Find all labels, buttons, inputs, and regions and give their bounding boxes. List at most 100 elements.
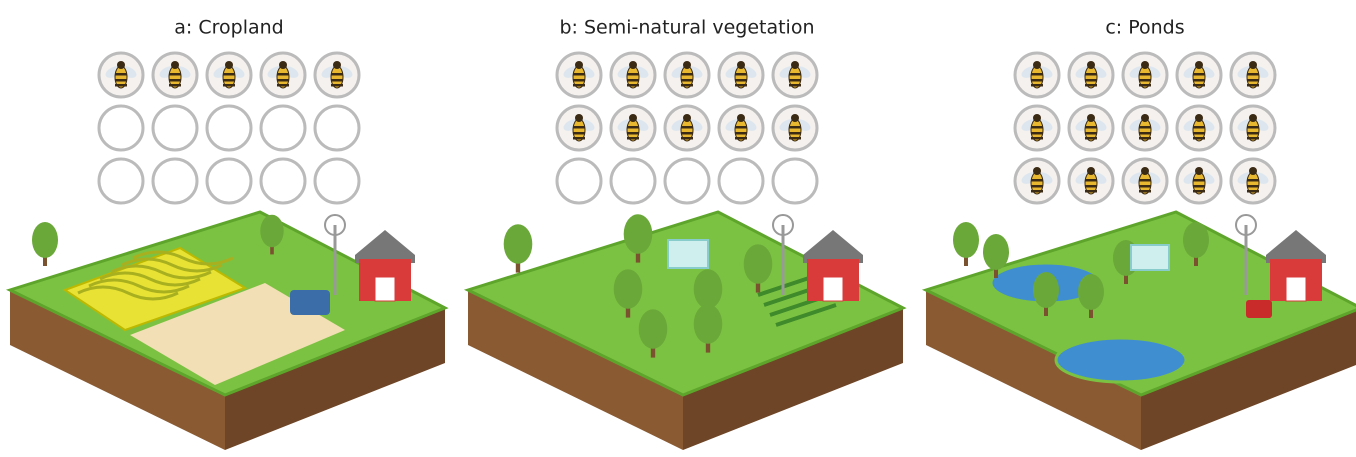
bee-stripe: [1085, 185, 1097, 188]
bee-stripe: [1193, 73, 1205, 76]
bee-stripe: [169, 73, 181, 76]
bee-stripe: [1031, 137, 1043, 140]
ground-side-right: [225, 308, 445, 450]
bee-stripe: [331, 84, 343, 87]
bee-head: [791, 114, 799, 122]
bee-slot-empty: [97, 157, 145, 205]
ground-side-left: [468, 290, 683, 450]
greenhouse: [667, 239, 709, 269]
bee-head: [279, 61, 287, 69]
bee-stripe: [573, 79, 585, 82]
bee-stripe: [627, 137, 639, 140]
bee-stripe: [627, 73, 639, 76]
bee-stripe: [573, 137, 585, 140]
panel: c: Ponds: [921, 17, 1356, 450]
barn-roof: [355, 230, 415, 263]
bee-head: [575, 61, 583, 69]
bee-slot-empty: [205, 104, 253, 152]
bee-stripe: [789, 132, 801, 135]
bee-stripe: [1085, 179, 1097, 182]
bee-stripe: [1085, 79, 1097, 82]
bee-head: [791, 61, 799, 69]
bee-slot-empty: [717, 157, 765, 205]
bee-stripe: [1139, 84, 1151, 87]
bee-stripe: [1139, 179, 1151, 182]
bee-stripe: [1031, 126, 1043, 129]
tree-crown: [623, 214, 653, 254]
bee-stripe: [1247, 185, 1259, 188]
harvester: [290, 290, 330, 315]
crop-wave: [99, 271, 201, 287]
bee-stripe: [1193, 185, 1205, 188]
bee-stripe: [789, 79, 801, 82]
barn-door: [374, 276, 396, 302]
ground-side-right: [1141, 309, 1356, 450]
bee-stripe: [735, 126, 747, 129]
bee-stripe: [681, 132, 693, 135]
bee-slot-empty: [151, 104, 199, 152]
bee-stripe: [1139, 126, 1151, 129]
bee-stripe: [1247, 79, 1259, 82]
tree-crown: [638, 309, 668, 349]
bee-stripe: [1085, 84, 1097, 87]
bee-head: [1141, 167, 1149, 175]
bee-head: [737, 61, 745, 69]
tree-crown: [32, 222, 58, 258]
bee-stripe: [115, 84, 127, 87]
bee-stripe: [1193, 132, 1205, 135]
bee-stripe: [789, 126, 801, 129]
bee-stripe: [277, 79, 289, 82]
bee-stripe: [1031, 185, 1043, 188]
bee-head: [1195, 167, 1203, 175]
ground-side-left: [926, 290, 1141, 450]
crop-wave: [88, 278, 190, 294]
windmill-head: [324, 214, 346, 236]
bee-stripe: [115, 79, 127, 82]
bee-head: [1195, 61, 1203, 69]
panel: a: Cropland: [5, 17, 449, 450]
bee-slot-empty: [97, 104, 145, 152]
barn-door: [822, 276, 844, 302]
bee-stripe: [1085, 137, 1097, 140]
bee-stripe: [1031, 79, 1043, 82]
bee-stripe: [735, 73, 747, 76]
bee-stripe: [627, 126, 639, 129]
tree-crown: [693, 269, 723, 309]
bee-stripe: [1139, 137, 1151, 140]
bee-head: [225, 61, 233, 69]
bee-stripe: [789, 84, 801, 87]
bee-stripe: [277, 73, 289, 76]
bee-stripe: [1247, 73, 1259, 76]
windmill-head: [1235, 214, 1257, 236]
panel-title: b: Semi-natural vegetation: [559, 17, 814, 39]
bee-head: [1249, 114, 1257, 122]
bee-stripe: [277, 84, 289, 87]
bee-stripe: [573, 73, 585, 76]
bee-stripe: [789, 73, 801, 76]
bee-stripe: [681, 126, 693, 129]
bee-head: [575, 114, 583, 122]
tree-trunk: [635, 245, 641, 263]
bee-stripe: [1193, 79, 1205, 82]
bee-stripe: [1193, 126, 1205, 129]
bee-stripe: [735, 79, 747, 82]
tree-crown: [503, 224, 533, 264]
bee-slot-empty: [259, 104, 307, 152]
bee-stripe: [1139, 185, 1151, 188]
bee-stripe: [115, 73, 127, 76]
pond: [1054, 336, 1188, 384]
barn-roof: [803, 230, 863, 263]
bee-stripe: [1085, 126, 1097, 129]
tree-crown: [1033, 272, 1059, 308]
bee-head: [1087, 114, 1095, 122]
crop-wave: [121, 257, 223, 273]
bee-stripe: [1247, 132, 1259, 135]
bee-stripe: [1085, 190, 1097, 193]
bee-head: [683, 114, 691, 122]
panel-title: c: Ponds: [1105, 17, 1184, 39]
bee-stripe: [223, 79, 235, 82]
windmill-head: [772, 214, 794, 236]
crop-wave: [77, 285, 179, 301]
bee-slot-empty: [609, 157, 657, 205]
tree-crown: [260, 214, 284, 248]
